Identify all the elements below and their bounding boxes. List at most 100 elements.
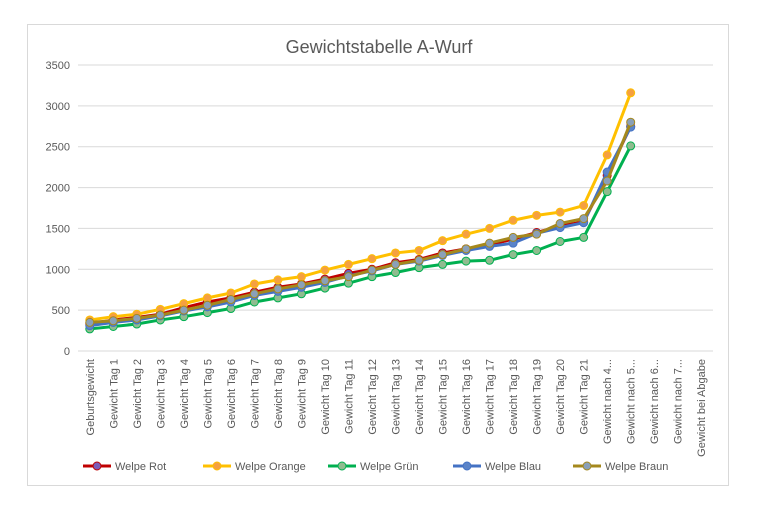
line-chart: Gewichtstabelle A-Wurf 0 500 1000 1500 2000 2…: [46, 37, 713, 473]
x-tick-label: Gewicht nach 6...: [649, 359, 661, 444]
data-point: [367, 254, 377, 264]
x-tick-label: Gewicht Tag 3: [155, 359, 167, 429]
y-tick-label: 1500: [46, 223, 70, 235]
series-welpe-orange: [85, 88, 636, 325]
legend-label: Welpe Grün: [360, 461, 419, 473]
data-point: [602, 187, 612, 197]
data-point: [414, 255, 424, 265]
legend-marker: [212, 461, 222, 471]
data-point: [179, 305, 189, 315]
data-point: [438, 250, 448, 260]
series-line: [89, 145, 633, 331]
data-point: [391, 248, 400, 258]
data-point: [579, 214, 589, 224]
x-tick-label: Gewicht Tag 1: [108, 359, 120, 429]
x-tick-label: Gewicht Tag 12: [367, 359, 379, 435]
data-point: [461, 229, 471, 239]
data-point: [367, 265, 377, 275]
legend-item: Welpe Rot: [83, 461, 166, 473]
data-point: [485, 255, 495, 265]
data-point: [461, 244, 471, 254]
series-line: [89, 125, 633, 326]
data-point: [626, 141, 636, 151]
data-point: [532, 229, 542, 239]
data-point: [414, 245, 424, 255]
x-tick-label: Gewicht Tag 15: [438, 359, 450, 435]
x-tick-label: Gewicht Tag 21: [579, 359, 591, 435]
data-point: [508, 215, 518, 225]
x-tick-label: Gewicht Tag 18: [508, 359, 520, 435]
y-tick-label: 0: [64, 346, 70, 358]
x-tick-label: Gewicht Tag 4: [179, 359, 191, 429]
y-tick-label: 2500: [46, 142, 70, 154]
x-tick-label: Gewicht nach 5...: [626, 359, 638, 444]
y-axis: 0 500 1000 1500 2000 2500 3000 3500: [46, 60, 70, 358]
legend-marker: [337, 461, 347, 471]
legend: Welpe Rot Welpe Orange Welpe Grün Welpe Bla…: [83, 461, 668, 473]
data-point: [85, 317, 95, 327]
data-point: [296, 280, 306, 290]
data-point: [273, 275, 283, 285]
legend-marker: [462, 461, 472, 471]
data-point: [461, 256, 471, 266]
x-tick-label: Gewicht Tag 11: [343, 359, 355, 434]
data-point: [273, 284, 283, 294]
legend-marker: [582, 461, 592, 471]
data-point: [579, 201, 589, 211]
legend-item: Welpe Blau: [453, 461, 541, 473]
data-point: [108, 316, 118, 326]
x-tick-label: Gewicht Tag 10: [320, 359, 332, 435]
legend-marker: [92, 461, 102, 471]
data-point: [320, 265, 330, 275]
y-tick-label: 2000: [46, 183, 70, 195]
data-point: [508, 232, 518, 242]
x-tick-label: Gewicht Tag 6: [226, 359, 238, 429]
series-group: [85, 88, 636, 334]
x-tick-label: Geburtsgewicht: [85, 359, 97, 435]
data-point: [555, 219, 565, 229]
data-point: [579, 232, 589, 242]
x-tick-label: Gewicht Tag 9: [296, 359, 308, 429]
series-welpe-gruen: [85, 141, 636, 334]
series-line: [89, 121, 633, 324]
legend-item: Welpe Grün: [328, 461, 419, 473]
data-point: [485, 223, 495, 233]
data-point: [485, 238, 495, 248]
series-welpe-rot: [85, 121, 636, 329]
data-point: [202, 293, 212, 303]
legend-item: Welpe Braun: [573, 461, 668, 473]
data-point: [438, 236, 448, 246]
data-point: [249, 279, 259, 289]
series-welpe-braun: [85, 117, 636, 327]
x-tick-label: Gewicht Tag 19: [532, 359, 544, 435]
data-point: [343, 272, 353, 282]
data-point: [249, 289, 259, 299]
data-point: [155, 310, 165, 320]
data-point: [391, 259, 400, 269]
x-tick-label: Gewicht Tag 14: [414, 359, 426, 435]
x-tick-label: Gewicht nach 7...: [673, 359, 685, 444]
x-tick-label: Gewicht nach 4...: [602, 359, 614, 444]
x-tick-label: Gewicht Tag 7: [249, 359, 261, 429]
data-point: [132, 313, 142, 323]
data-point: [391, 268, 400, 278]
chart-area: Gewichtstabelle A-Wurf 0 500 1000 1500 2000 2…: [27, 24, 729, 486]
data-point: [555, 207, 565, 217]
data-point: [343, 259, 353, 269]
x-tick-label: Gewicht Tag 13: [391, 359, 403, 435]
y-tick-label: 500: [52, 305, 70, 317]
data-point: [438, 259, 448, 269]
x-axis: Geburtsgewicht Gewicht Tag 1 Gewicht Tag 2…: [85, 359, 708, 457]
data-point: [320, 276, 330, 286]
data-point: [296, 272, 306, 282]
data-point: [602, 176, 612, 186]
data-point: [626, 88, 636, 98]
legend-label: Welpe Orange: [235, 461, 306, 473]
legend-label: Welpe Rot: [115, 461, 166, 473]
x-tick-label: Gewicht Tag 5: [202, 359, 214, 429]
data-point: [202, 300, 212, 310]
x-tick-label: Gewicht Tag 16: [461, 359, 473, 435]
data-point: [555, 237, 565, 247]
data-point: [532, 245, 542, 255]
data-point: [226, 295, 236, 305]
